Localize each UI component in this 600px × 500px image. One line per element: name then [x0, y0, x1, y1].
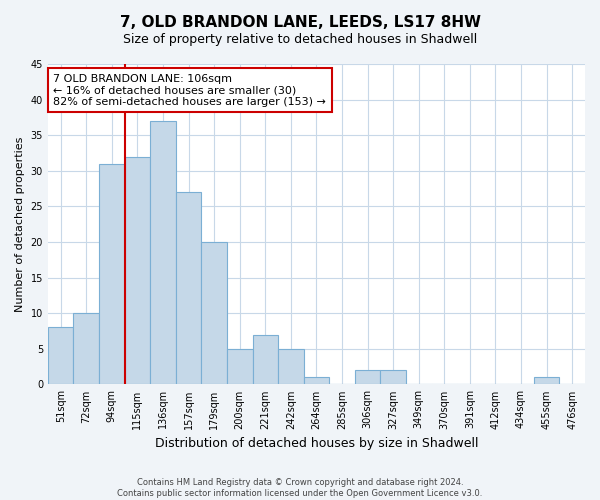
Text: 7, OLD BRANDON LANE, LEEDS, LS17 8HW: 7, OLD BRANDON LANE, LEEDS, LS17 8HW: [119, 15, 481, 30]
Text: Contains HM Land Registry data © Crown copyright and database right 2024.
Contai: Contains HM Land Registry data © Crown c…: [118, 478, 482, 498]
Bar: [125, 156, 150, 384]
Bar: [278, 349, 304, 384]
Y-axis label: Number of detached properties: Number of detached properties: [15, 136, 25, 312]
Bar: [227, 349, 253, 384]
Bar: [380, 370, 406, 384]
Bar: [99, 164, 125, 384]
Bar: [176, 192, 202, 384]
Bar: [150, 121, 176, 384]
Bar: [73, 313, 99, 384]
X-axis label: Distribution of detached houses by size in Shadwell: Distribution of detached houses by size …: [155, 437, 478, 450]
Text: Size of property relative to detached houses in Shadwell: Size of property relative to detached ho…: [123, 32, 477, 46]
Bar: [48, 328, 73, 384]
Text: 7 OLD BRANDON LANE: 106sqm
← 16% of detached houses are smaller (30)
82% of semi: 7 OLD BRANDON LANE: 106sqm ← 16% of deta…: [53, 74, 326, 107]
Bar: [304, 378, 329, 384]
Bar: [534, 378, 559, 384]
Bar: [355, 370, 380, 384]
Bar: [253, 334, 278, 384]
Bar: [202, 242, 227, 384]
